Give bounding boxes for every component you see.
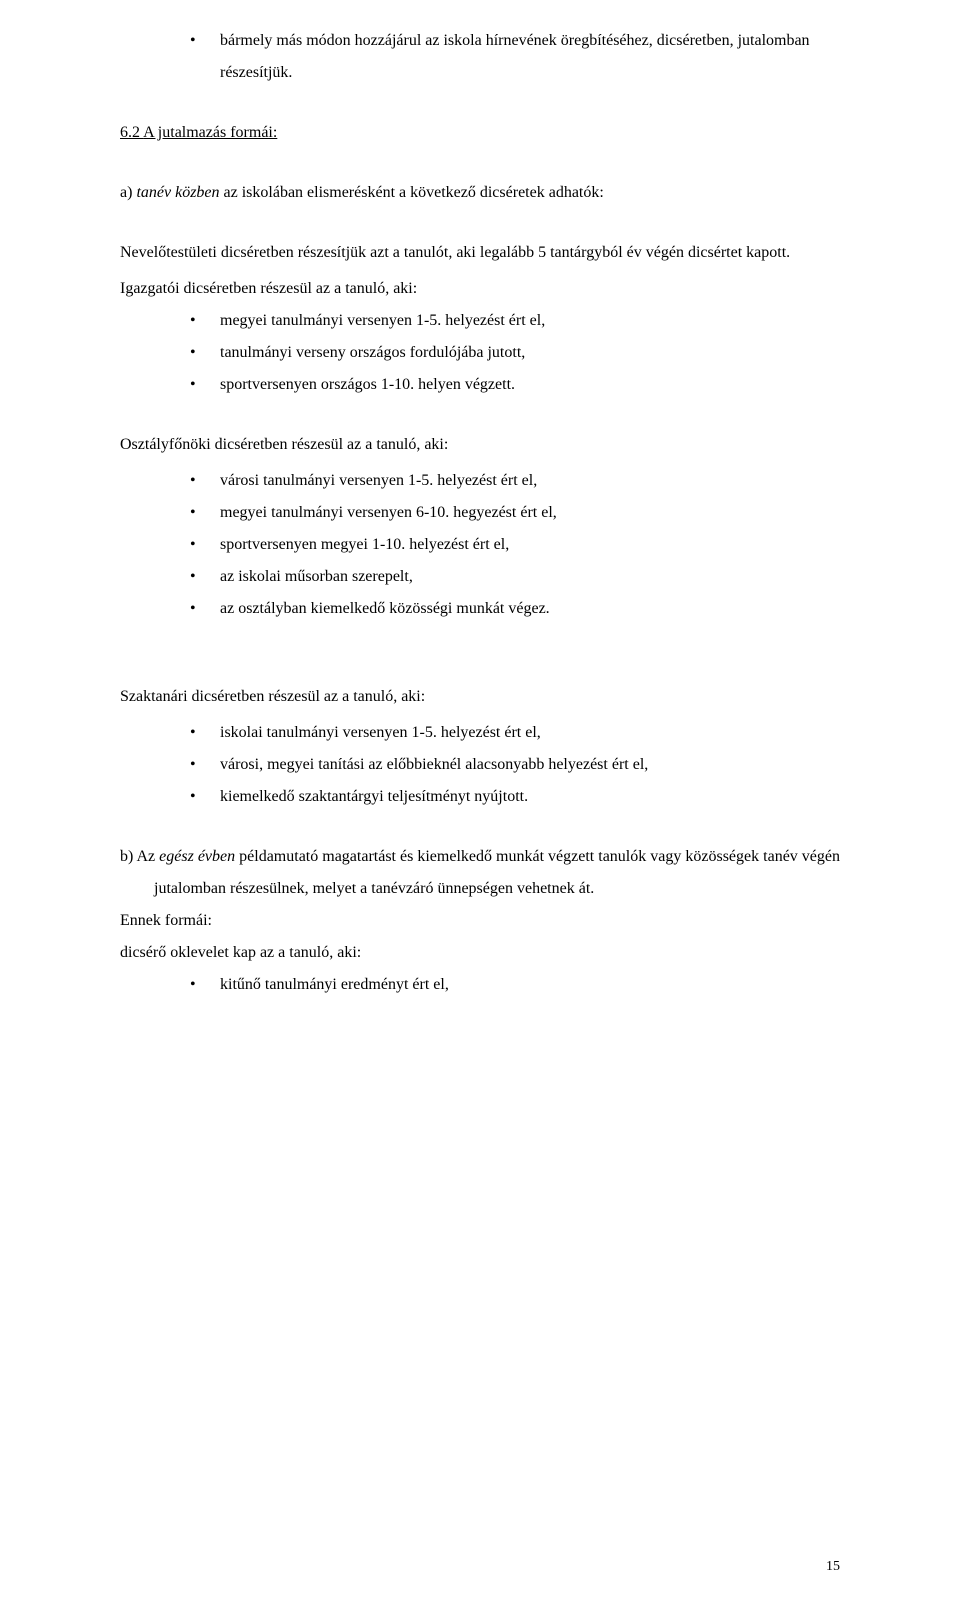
- igazgatoi-list: megyei tanulmányi versenyen 1-5. helyezé…: [120, 305, 840, 401]
- bullet-text: kitűnő tanulmányi eredményt ért el,: [220, 976, 449, 993]
- list-item: kitűnő tanulmányi eredményt ért el,: [190, 969, 840, 1001]
- heading-number: 6.2: [120, 124, 140, 141]
- paragraph-nevelo: Nevelőtestületi dicséretben részesítjük …: [120, 237, 840, 269]
- bullet-text: tanulmányi verseny országos fordulójába …: [220, 344, 525, 361]
- bullet-text: bármely más módon hozzájárul az iskola h…: [220, 32, 810, 81]
- list-item: városi, megyei tanítási az előbbieknél a…: [190, 749, 840, 781]
- list-item: bármely más módon hozzájárul az iskola h…: [190, 25, 840, 89]
- szaktanari-list: iskolai tanulmányi versenyen 1-5. helyez…: [120, 717, 840, 813]
- bullet-text: sportversenyen országos 1-10. helyen vég…: [220, 376, 515, 393]
- rest-text: az iskolában elismerésként a következő d…: [220, 184, 604, 201]
- heading-text: A jutalmazás formái:: [143, 124, 277, 141]
- list-item: iskolai tanulmányi versenyen 1-5. helyez…: [190, 717, 840, 749]
- bullet-text: sportversenyen megyei 1-10. helyezést ér…: [220, 536, 509, 553]
- list-item: megyei tanulmányi versenyen 1-5. helyezé…: [190, 305, 840, 337]
- italic-text: egész évben: [159, 848, 235, 865]
- list-item: az osztályban kiemelkedő közösségi munká…: [190, 593, 840, 625]
- bullet-text: városi, megyei tanítási az előbbieknél a…: [220, 756, 648, 773]
- bullet-text: kiemelkedő szaktantárgyi teljesítményt n…: [220, 788, 528, 805]
- bullet-text: megyei tanulmányi versenyen 1-5. helyezé…: [220, 312, 545, 329]
- bullet-text: az osztályban kiemelkedő közösségi munká…: [220, 600, 550, 617]
- list-item: városi tanulmányi versenyen 1-5. helyezé…: [190, 465, 840, 497]
- dicsero-list: kitűnő tanulmányi eredményt ért el,: [120, 969, 840, 1001]
- list-item: tanulmányi verseny országos fordulójába …: [190, 337, 840, 369]
- igazgatoi-heading: Igazgatói dicséretben részesül az a tanu…: [120, 273, 840, 305]
- list-item: megyei tanulmányi versenyen 6-10. hegyez…: [190, 497, 840, 529]
- letter-prefix: a): [120, 184, 132, 201]
- osztalyfonoki-heading: Osztályfőnöki dicséretben részesül az a …: [120, 429, 840, 461]
- dicsero-heading: dicsérő oklevelet kap az a tanuló, aki:: [120, 937, 840, 969]
- section-heading: 6.2 A jutalmazás formái:: [120, 117, 840, 149]
- ennek-formai: Ennek formái:: [120, 905, 840, 937]
- rest-text: példamutató magatartást és kiemelkedő mu…: [154, 848, 840, 897]
- list-item: az iskolai műsorban szerepelt,: [190, 561, 840, 593]
- lettered-item-a: a) tanév közben az iskolában elismeréské…: [120, 177, 840, 209]
- letter-prefix: b): [120, 848, 133, 865]
- page-number: 15: [826, 1553, 840, 1581]
- list-item: sportversenyen megyei 1-10. helyezést ér…: [190, 529, 840, 561]
- bullet-text: iskolai tanulmányi versenyen 1-5. helyez…: [220, 724, 541, 741]
- lettered-item-b: b) Az egész évben példamutató magatartás…: [120, 841, 840, 905]
- szaktanari-heading: Szaktanári dicséretben részesül az a tan…: [120, 681, 840, 713]
- list-item: sportversenyen országos 1-10. helyen vég…: [190, 369, 840, 401]
- pre-text: Az: [136, 848, 159, 865]
- list-item: kiemelkedő szaktantárgyi teljesítményt n…: [190, 781, 840, 813]
- italic-text: tanév közben: [136, 184, 219, 201]
- osztalyfonoki-list: városi tanulmányi versenyen 1-5. helyezé…: [120, 465, 840, 625]
- bullet-text: városi tanulmányi versenyen 1-5. helyezé…: [220, 472, 537, 489]
- bullet-text: megyei tanulmányi versenyen 6-10. hegyez…: [220, 504, 557, 521]
- bullet-text: az iskolai műsorban szerepelt,: [220, 568, 413, 585]
- intro-bullet-list: bármely más módon hozzájárul az iskola h…: [120, 25, 840, 89]
